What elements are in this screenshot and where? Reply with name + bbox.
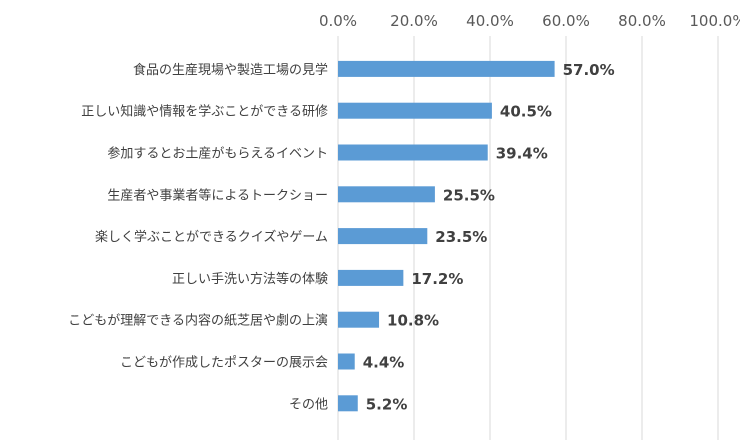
data-label: 40.5% bbox=[500, 103, 552, 121]
data-label: 23.5% bbox=[435, 228, 487, 246]
data-label: 25.5% bbox=[443, 186, 495, 204]
bar bbox=[338, 353, 355, 370]
category-label: 正しい知識や情報を学ぶことができる研修 bbox=[81, 104, 328, 120]
x-tick-label: 40.0% bbox=[466, 12, 514, 30]
category-label: 楽しく学ぶことができるクイズやゲーム bbox=[95, 229, 328, 245]
category-label: こどもが作成したポスターの展示会 bbox=[120, 356, 328, 371]
data-label: 17.2% bbox=[411, 270, 463, 288]
x-tick-label: 60.0% bbox=[542, 12, 590, 30]
category-label: 正しい手洗い方法等の体験 bbox=[172, 271, 328, 287]
bar bbox=[338, 228, 428, 245]
category-label: 参加するとお土産がもらえるイベント bbox=[107, 146, 328, 162]
x-tick-label: 20.0% bbox=[390, 12, 438, 30]
data-label: 5.2% bbox=[366, 395, 408, 413]
data-label: 10.8% bbox=[387, 312, 439, 330]
category-label: その他 bbox=[289, 397, 328, 412]
category-label: こどもが理解できる内容の紙芝居や劇の上演 bbox=[68, 313, 328, 329]
bar bbox=[338, 269, 404, 286]
data-label: 4.4% bbox=[363, 354, 405, 372]
bar bbox=[338, 60, 555, 77]
x-tick-label: 80.0% bbox=[618, 12, 666, 30]
category-label: 生産者や事業者等によるトークショー bbox=[107, 187, 328, 203]
data-label: 39.4% bbox=[496, 145, 548, 163]
category-label: 食品の生産現場や製造工場の見学 bbox=[133, 62, 328, 78]
bar bbox=[338, 311, 380, 328]
bar bbox=[338, 144, 488, 161]
x-tick-label: 0.0% bbox=[319, 12, 357, 30]
bar bbox=[338, 186, 435, 203]
bar bbox=[338, 102, 492, 119]
x-tick-label: 100.0% bbox=[689, 12, 740, 30]
data-label: 57.0% bbox=[563, 61, 615, 79]
bar bbox=[338, 395, 358, 412]
